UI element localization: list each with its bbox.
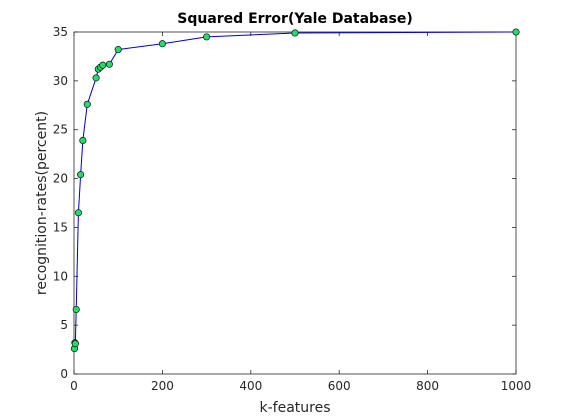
data-point	[72, 341, 78, 347]
y-axis-label: recognition-rates(percent)	[34, 111, 50, 295]
data-point	[513, 29, 519, 35]
y-tick-label: 0	[60, 367, 68, 381]
data-point	[106, 61, 112, 67]
y-tick-label: 5	[60, 318, 68, 332]
plot-area: 0 200 400 600 800 1000 0 5 10 15 20 25 30 35	[53, 25, 532, 393]
data-point	[73, 306, 79, 312]
y-tick-label: 25	[53, 123, 68, 137]
x-tick-label: 0	[70, 379, 78, 393]
data-point	[115, 46, 121, 52]
data-point	[80, 137, 86, 143]
x-tick-label: 400	[239, 379, 262, 393]
chart-title: Squared Error(Yale Database)	[177, 11, 412, 27]
y-tick-label: 35	[53, 25, 68, 39]
x-tick-label: 800	[416, 379, 439, 393]
data-point	[100, 62, 106, 68]
data-point	[292, 30, 298, 36]
x-tick-label: 200	[151, 379, 174, 393]
data-point	[77, 171, 83, 177]
x-tick-label: 1000	[501, 379, 532, 393]
data-point	[84, 101, 90, 107]
data-point	[159, 41, 165, 47]
data-point	[93, 75, 99, 81]
y-tick-label: 10	[53, 269, 68, 283]
data-point	[203, 34, 209, 40]
x-axis-label: k-features	[260, 400, 331, 416]
plot-box	[74, 32, 516, 374]
data-point	[75, 210, 81, 216]
x-tick-label: 600	[328, 379, 351, 393]
y-tick-label: 30	[53, 74, 68, 88]
y-tick-label: 20	[53, 172, 68, 186]
y-tick-label: 15	[53, 220, 68, 234]
